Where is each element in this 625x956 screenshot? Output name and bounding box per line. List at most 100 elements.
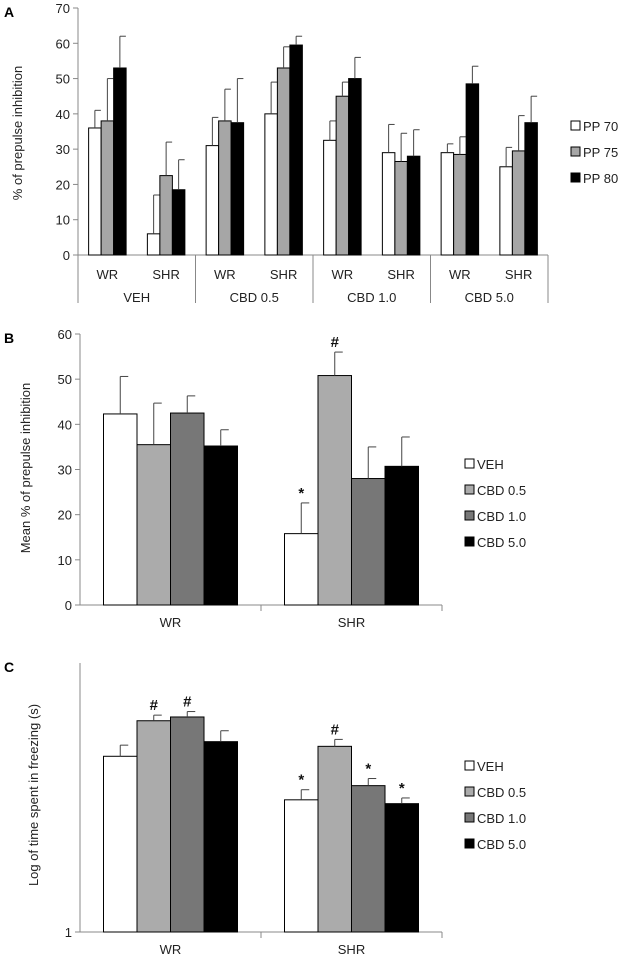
panel-a-bar [218, 120, 232, 256]
panel-b-legend-label: CBD 5.0 [477, 535, 526, 550]
panel-b-y-tick-label: 0 [65, 598, 72, 613]
panel-a-bar [511, 150, 526, 256]
panel-c-significance-marker: * [298, 772, 304, 789]
panel-c-legend-swatch [464, 812, 475, 823]
panel-c-bar [136, 720, 171, 933]
panel-a-category-label: WR [97, 267, 119, 282]
panel-b-label: B [4, 330, 14, 346]
panel-a-legend-swatch [570, 120, 581, 131]
panel-a-bar [499, 166, 513, 256]
panel-b-y-tick-label: 50 [58, 372, 72, 387]
panel-b-legend-swatch [464, 536, 475, 547]
panel-b-bar [170, 412, 205, 606]
panel-a-bar [465, 83, 480, 256]
panel-a-group-label: CBD 0.5 [230, 290, 279, 305]
panel-a-y-tick-label: 50 [56, 72, 70, 87]
panel-c-bar [170, 716, 205, 933]
panel-a-bar [205, 145, 220, 256]
panel-a-bar [394, 160, 408, 256]
panel-a-category-label: SHR [505, 267, 532, 282]
panel-b-bar [384, 465, 419, 606]
panel-b-legend-label: VEH [477, 457, 504, 472]
panel-a-bar [159, 175, 173, 256]
panel-c-significance-marker: * [399, 780, 405, 797]
panel-c-chart: 1 WR # # SHR * # * * VEH CBD 0.5 CBD 1.0 CBD 5.0 [65, 663, 526, 956]
panel-c-bar [103, 755, 138, 933]
panel-c-legend-swatch [464, 838, 475, 849]
panel-b-bar [103, 413, 138, 606]
panel-c-significance-marker: * [365, 761, 371, 778]
panel-b-y-tick-label: 60 [58, 327, 72, 342]
panel-b-legend-label: CBD 0.5 [477, 483, 526, 498]
panel-a-category-label: WR [332, 267, 354, 282]
panel-a-bar [264, 113, 278, 256]
panel-b-category-label: WR [160, 615, 182, 630]
panel-a-label: A [4, 4, 14, 20]
panel-c-legend-label: VEH [477, 759, 504, 774]
panel-a-group-label: CBD 5.0 [465, 290, 514, 305]
panel-a-bar [406, 155, 421, 256]
panel-a-y-tick-label: 30 [56, 142, 70, 157]
panel-b-legend-label: CBD 1.0 [477, 509, 526, 524]
panel-c-bar [384, 803, 419, 933]
panel-b-y-tick-label: 20 [58, 508, 72, 523]
panel-a-legend-swatch [570, 172, 581, 183]
panel-b-legend-swatch [464, 510, 475, 521]
panel-a-bar [381, 152, 396, 256]
panel-c-label: C [4, 659, 14, 675]
panel-a-bar [348, 78, 362, 256]
panel-c-bar [284, 799, 319, 933]
panel-b-y-axis-label: Mean % of prepulse inhibition [18, 383, 33, 554]
panel-c-category-label: WR [160, 942, 182, 956]
panel-b-y-tick-label: 30 [58, 463, 72, 478]
panel-a-legend-label: PP 70 [583, 119, 618, 134]
panel-c-significance-marker: # [150, 697, 159, 714]
panel-a-bar [453, 153, 467, 256]
panel-b-chart: 0 10 20 30 40 50 60 WR SHR * # VEH CBD 0.5 CBD 1.0 CBD… [58, 327, 527, 630]
panel-b-bar [284, 533, 319, 606]
panel-a-bar [323, 139, 337, 256]
panel-c-legend-label: CBD 0.5 [477, 785, 526, 800]
panel-a-bar [88, 127, 102, 256]
panel-a-bar [276, 67, 291, 256]
panel-a-bar [100, 120, 115, 256]
panel-a-bar [335, 95, 350, 256]
panel-a-category-label: WR [214, 267, 236, 282]
panel-a-bar [146, 233, 161, 256]
panel-a-category-label: SHR [152, 267, 179, 282]
panel-a-bar [230, 122, 245, 256]
panel-a-y-tick-label: 0 [63, 248, 70, 263]
panel-b-significance-marker: * [298, 485, 304, 502]
panel-b-legend-swatch [464, 458, 475, 469]
panel-b-bar [317, 375, 352, 606]
panel-a-legend-label: PP 75 [583, 145, 618, 160]
panel-a-category-label: SHR [387, 267, 414, 282]
panel-a-category-label: WR [449, 267, 471, 282]
panel-a-legend-swatch [570, 146, 581, 157]
panel-c-y-axis-label: Log of time spent in freezing (s) [26, 704, 41, 886]
panel-b-bar [136, 444, 171, 606]
panel-c-legend-swatch [464, 760, 475, 771]
panel-b-y-tick-label: 40 [58, 417, 72, 432]
panel-a-y-tick-label: 20 [56, 177, 70, 192]
panel-c-bar [351, 785, 386, 933]
panel-a-y-tick-label: 60 [56, 36, 70, 51]
panel-a-y-tick-label: 40 [56, 107, 70, 122]
panel-c-bar [203, 741, 238, 933]
panel-c-category-label: SHR [338, 942, 365, 956]
panel-c-y-tick-label: 1 [65, 925, 72, 940]
panel-a-group-label: VEH [123, 290, 150, 305]
panel-c-legend-label: CBD 5.0 [477, 837, 526, 852]
panel-a-y-tick-label: 70 [56, 1, 70, 16]
panel-a-bar [289, 44, 303, 256]
panel-a-y-tick-label: 10 [56, 213, 70, 228]
panel-a-y-axis-label: % of prepulse inhibition [10, 66, 25, 200]
panel-a-bar [171, 189, 186, 256]
panel-c-legend-label: CBD 1.0 [477, 811, 526, 826]
panel-b-bar [203, 445, 238, 606]
panel-b-significance-marker: # [331, 334, 340, 351]
panel-c-significance-marker: # [331, 721, 340, 738]
panel-b-category-label: SHR [338, 615, 365, 630]
